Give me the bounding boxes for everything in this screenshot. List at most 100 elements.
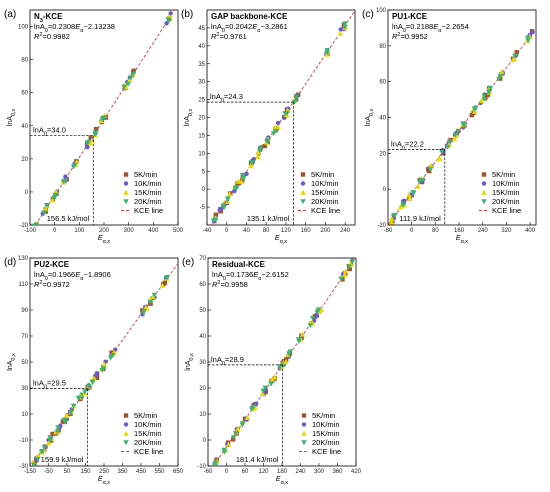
legend-marker (301, 422, 307, 427)
r-squared: R2=0.9972 (34, 280, 70, 289)
y-tick-label: 35 (198, 62, 205, 68)
data-point (94, 370, 100, 376)
legend-label: 10K/min (311, 179, 339, 188)
data-point (400, 203, 406, 208)
panel-title: PU1-KCE (392, 12, 428, 21)
data-point (161, 282, 166, 287)
legend-marker (300, 172, 306, 177)
x-tick-label: 0 (410, 228, 414, 234)
legend-label: 10K/min (312, 420, 340, 429)
x-tick-label: 400 (148, 228, 159, 234)
y-tick-label: 80 (379, 44, 386, 50)
data-point (338, 27, 343, 32)
y-tick-label: 60 (199, 282, 206, 288)
data-point (299, 331, 306, 337)
legend-label: 15K/min (312, 429, 340, 438)
plot-area (30, 263, 178, 466)
legend-label: 5K/min (311, 170, 334, 179)
x-tick-label: 420 (351, 469, 362, 475)
legend-label: 5K/min (134, 170, 157, 179)
data-point (121, 84, 127, 90)
x-tick-label: -150 (24, 469, 37, 475)
x-tick-label: 160 (301, 228, 312, 234)
data-point (530, 30, 535, 35)
data-point (70, 403, 77, 409)
x-tick-label: 0 (53, 228, 57, 234)
legend-marker (481, 181, 487, 186)
data-point (163, 275, 169, 281)
data-point (147, 300, 153, 305)
x-tick-label: 250 (99, 469, 110, 475)
data-point (444, 144, 451, 150)
y-tick-label: -10 (197, 464, 206, 470)
data-point (346, 264, 352, 270)
energy-annotation: 181.4 kJ/mol (236, 455, 279, 464)
legend-label: KCE line (492, 206, 521, 215)
data-point (388, 219, 395, 225)
legend-label: 20K/min (311, 197, 339, 206)
data-point (221, 447, 227, 453)
data-point (406, 192, 412, 198)
y-tick-label: -10 (19, 438, 28, 444)
data-point (212, 460, 219, 466)
legend-marker (300, 181, 306, 186)
x-axis-label: Eα,x (275, 235, 287, 245)
data-point (486, 90, 492, 96)
data-point (324, 48, 330, 53)
data-point (109, 352, 116, 358)
x-axis-label: Eα,x (98, 476, 110, 486)
data-point (89, 380, 96, 386)
panel-label: (c) (362, 9, 374, 20)
y-axis-label: lnA0,x (7, 353, 17, 371)
data-point (100, 366, 107, 372)
y-tick-label: 60 (379, 80, 386, 86)
data-point (159, 282, 166, 288)
panel-title: GAP backbone-KCE (211, 12, 288, 21)
y-tick-label: 100 (376, 8, 387, 14)
y-tick-label: 0 (25, 190, 29, 196)
panel-title: N3-KCE (34, 12, 63, 24)
data-point (472, 108, 478, 114)
panel-label: (a) (4, 9, 16, 20)
data-point (478, 98, 485, 103)
data-point (220, 203, 226, 209)
data-point (35, 456, 41, 462)
data-point (342, 24, 348, 30)
y-tick-label: 20 (379, 151, 386, 157)
y-tick-label: 0 (202, 187, 206, 193)
data-point (282, 111, 288, 116)
x-tick-label: 320 (501, 228, 512, 234)
y-tick-label: 40 (198, 44, 205, 50)
data-point (415, 183, 421, 189)
data-point (91, 375, 97, 381)
data-point (451, 135, 458, 141)
data-point (227, 191, 233, 197)
x-tick-label: 300 (314, 469, 325, 475)
data-point (283, 359, 289, 364)
panel-label: (b) (181, 9, 193, 20)
chart-panel-5: -60 0 60 120 180 240 300 360 420 -10 0 10 20 30 40 50 60… (185, 256, 362, 486)
x-tick-label: 240 (340, 228, 351, 234)
legend-marker (301, 413, 307, 418)
x-tick-label: 80 (263, 228, 270, 234)
data-point (437, 155, 443, 161)
y-tick-label: -20 (377, 223, 386, 229)
intercept-annotation: lnA0=22.2 (391, 139, 424, 151)
data-point (244, 414, 251, 420)
data-point (293, 94, 300, 100)
data-point (244, 171, 249, 177)
data-point (92, 132, 98, 137)
data-point (324, 50, 330, 56)
legend-marker (123, 172, 129, 177)
data-point (34, 453, 41, 458)
legend-marker (123, 440, 129, 446)
data-point (296, 339, 302, 345)
data-point (240, 175, 247, 181)
legend-label: 10K/min (134, 179, 162, 188)
energy-annotation: 111.9 kJ/mol (399, 214, 441, 223)
data-point (240, 177, 245, 183)
legend-marker (300, 189, 306, 195)
x-tick-label: 80 (432, 228, 439, 234)
data-point (447, 139, 453, 145)
x-tick-label: 360 (332, 469, 343, 475)
